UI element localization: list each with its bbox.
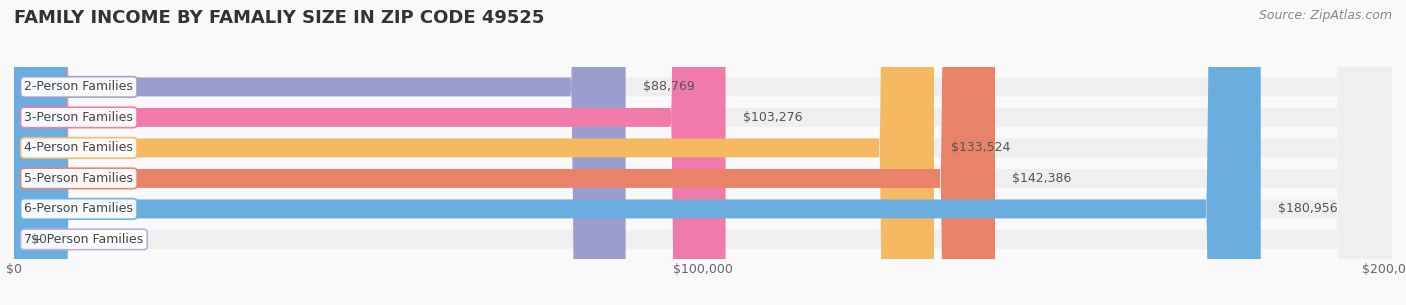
Text: 4-Person Families: 4-Person Families: [24, 142, 134, 154]
FancyBboxPatch shape: [14, 0, 934, 305]
FancyBboxPatch shape: [14, 0, 995, 305]
Text: 3-Person Families: 3-Person Families: [24, 111, 134, 124]
Text: $88,769: $88,769: [643, 81, 695, 93]
Text: Source: ZipAtlas.com: Source: ZipAtlas.com: [1258, 9, 1392, 22]
Text: 7+ Person Families: 7+ Person Families: [24, 233, 143, 246]
FancyBboxPatch shape: [14, 0, 1392, 305]
FancyBboxPatch shape: [14, 0, 725, 305]
Text: $0: $0: [31, 233, 48, 246]
FancyBboxPatch shape: [14, 0, 1261, 305]
FancyBboxPatch shape: [14, 0, 1392, 305]
Text: $180,956: $180,956: [1278, 203, 1337, 215]
FancyBboxPatch shape: [14, 0, 626, 305]
Text: 5-Person Families: 5-Person Families: [24, 172, 134, 185]
Text: 2-Person Families: 2-Person Families: [24, 81, 134, 93]
FancyBboxPatch shape: [14, 0, 1392, 305]
Text: $142,386: $142,386: [1012, 172, 1071, 185]
FancyBboxPatch shape: [14, 0, 1392, 305]
FancyBboxPatch shape: [14, 0, 1392, 305]
Text: 6-Person Families: 6-Person Families: [24, 203, 134, 215]
Text: $133,524: $133,524: [952, 142, 1011, 154]
Text: FAMILY INCOME BY FAMALIY SIZE IN ZIP CODE 49525: FAMILY INCOME BY FAMALIY SIZE IN ZIP COD…: [14, 9, 544, 27]
FancyBboxPatch shape: [14, 0, 1392, 305]
Text: $103,276: $103,276: [742, 111, 803, 124]
